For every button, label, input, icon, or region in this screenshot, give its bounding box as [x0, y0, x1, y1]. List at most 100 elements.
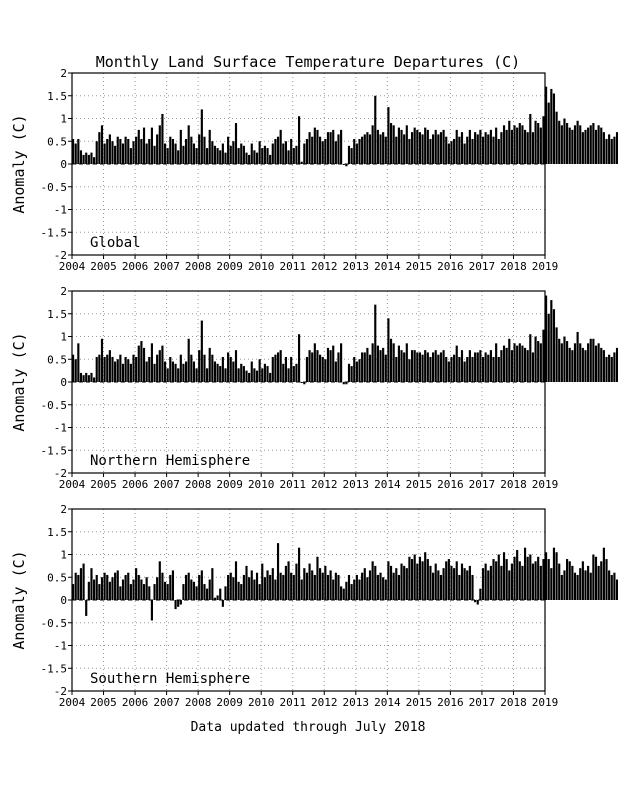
bar	[321, 141, 324, 164]
bar	[245, 370, 248, 382]
bar	[77, 138, 80, 164]
bar	[581, 347, 584, 382]
bar	[248, 577, 251, 600]
bar	[221, 600, 224, 607]
bar	[484, 352, 487, 382]
bar	[547, 313, 550, 382]
x-tick-label: 2009	[216, 696, 243, 709]
bar	[206, 588, 209, 600]
bar	[529, 334, 532, 382]
bar	[284, 565, 288, 600]
bar	[127, 572, 130, 600]
bar	[592, 554, 595, 600]
bar	[518, 561, 521, 600]
bar	[389, 123, 393, 164]
bar	[300, 161, 303, 164]
bar	[537, 556, 540, 600]
bar	[597, 565, 600, 600]
bar	[79, 150, 83, 164]
bar	[253, 579, 256, 600]
bar	[387, 561, 390, 600]
bar	[424, 127, 427, 164]
bar	[87, 581, 90, 600]
bar	[529, 554, 532, 600]
bar	[379, 572, 382, 600]
bar	[74, 359, 77, 382]
bar	[332, 579, 335, 600]
bar	[605, 356, 608, 382]
bar	[566, 341, 569, 382]
bar	[311, 136, 314, 164]
bar	[297, 116, 301, 164]
bar	[350, 148, 353, 164]
bar	[550, 568, 553, 600]
bar	[114, 361, 117, 382]
bar	[163, 361, 167, 382]
bar	[615, 132, 618, 164]
y-tick-label: 1.5	[47, 308, 67, 321]
bar	[371, 343, 374, 382]
bar	[106, 138, 109, 164]
bar	[421, 354, 424, 382]
bar	[476, 600, 479, 605]
bar	[95, 141, 98, 164]
bar	[466, 570, 469, 600]
bar	[269, 574, 272, 600]
bar	[98, 354, 101, 382]
bar	[376, 129, 379, 164]
bar	[303, 382, 306, 385]
bar	[326, 347, 330, 382]
bar	[539, 343, 542, 382]
bar	[166, 368, 169, 382]
bar	[340, 343, 343, 382]
bar	[531, 352, 535, 382]
bar	[355, 143, 358, 164]
bar	[521, 345, 524, 382]
bar	[340, 586, 343, 600]
bar	[534, 561, 537, 600]
footer-note: Data updated through July 2018	[191, 720, 426, 735]
bar	[432, 352, 435, 382]
bar	[392, 125, 395, 164]
bar	[579, 343, 582, 382]
bar	[542, 116, 545, 164]
bar	[305, 356, 309, 382]
bar	[253, 368, 256, 382]
bar	[566, 559, 569, 600]
bar	[198, 350, 201, 382]
bar	[539, 127, 542, 164]
bar	[93, 157, 96, 164]
bar	[345, 382, 348, 385]
bar	[72, 354, 75, 382]
bar	[206, 368, 209, 382]
bar	[137, 345, 140, 382]
bar	[353, 579, 356, 600]
bar	[316, 129, 319, 164]
bar	[150, 600, 153, 621]
bar	[221, 356, 224, 382]
x-tick-label: 2008	[185, 260, 212, 273]
bar	[142, 127, 146, 164]
x-tick-label: 2008	[185, 478, 212, 491]
x-tick-label: 2009	[216, 478, 243, 491]
bar	[255, 572, 259, 600]
bar	[492, 356, 495, 382]
bar	[187, 338, 190, 382]
bar	[568, 561, 571, 600]
x-tick-label: 2018	[500, 260, 527, 273]
bar	[177, 368, 180, 382]
bar	[108, 581, 111, 600]
bar	[429, 138, 432, 164]
x-tick-label: 2010	[248, 478, 275, 491]
bar	[271, 143, 274, 164]
bar	[361, 572, 364, 600]
bar	[368, 134, 372, 164]
bar	[284, 141, 288, 164]
bar	[295, 563, 298, 600]
bar	[282, 363, 285, 382]
y-tick-label: 1	[60, 549, 67, 562]
bar	[213, 145, 217, 164]
bar	[445, 136, 448, 164]
